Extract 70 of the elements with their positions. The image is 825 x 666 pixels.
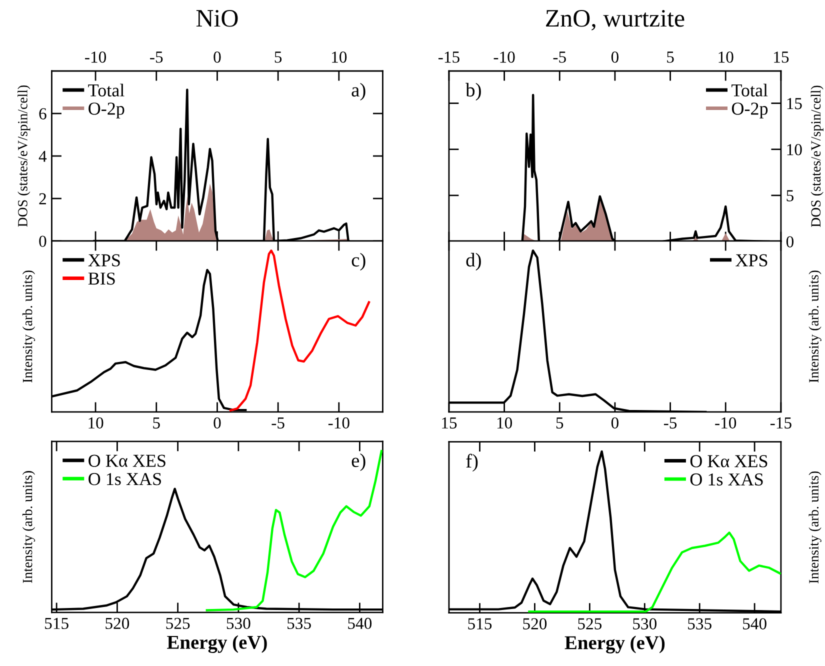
- x-tick-label: 5: [667, 52, 674, 63]
- y-tick-label: 6: [39, 108, 46, 120]
- x-tick-label: 15: [442, 417, 457, 429]
- x-tick-label: 0: [214, 52, 221, 63]
- legend-label: O 1s XAS: [690, 473, 763, 486]
- x-tick-label: 525: [578, 618, 602, 630]
- x-tick-label: 540: [348, 618, 372, 630]
- legend-label: XPS: [88, 254, 120, 266]
- legend-label: O 1s XAS: [88, 473, 161, 486]
- x-tick-label: 5: [556, 418, 564, 429]
- x-tick-label: 10: [718, 52, 734, 63]
- legend-label: Total: [88, 84, 124, 96]
- x-tick-label: 0: [611, 52, 618, 63]
- x-tick-label: 10: [332, 52, 347, 63]
- y-tick-label: 4: [38, 150, 47, 162]
- chart-title: NiO: [196, 10, 238, 27]
- x-tick-label: 5: [153, 418, 160, 429]
- x-tick-label: -10: [715, 417, 736, 429]
- legend-label: O Kα XES: [88, 454, 166, 467]
- x-tick-label: -15: [770, 417, 792, 429]
- y-tick-label: 15: [787, 98, 802, 110]
- x-tick-label: -5: [150, 52, 163, 63]
- x-tick-label: 0: [611, 417, 618, 429]
- x-tick-label: 535: [688, 618, 712, 630]
- x-tick-label: -10: [85, 52, 106, 63]
- x-tick-label: -10: [494, 52, 515, 63]
- x-tick-label: 515: [45, 618, 68, 630]
- annotation: e): [352, 453, 366, 472]
- y-axis-title: Intensity (arb. units): [808, 270, 822, 382]
- annotation: f): [466, 454, 478, 472]
- x-tick-label: 520: [523, 618, 547, 630]
- x-tick-label: 5: [274, 52, 282, 63]
- y-tick-label: 2: [39, 193, 46, 204]
- legend-label: BIS: [88, 272, 115, 285]
- chart-title: ZnO, wurtzite: [546, 10, 684, 30]
- x-tick-label: 515: [468, 618, 492, 630]
- y-tick-label: 0: [39, 236, 46, 247]
- y-axis-title: Intensity (arb. units): [22, 471, 36, 583]
- x-tick-label: 530: [226, 618, 250, 630]
- x-tick-label: 525: [166, 618, 190, 630]
- x-tick-label: -5: [272, 418, 284, 429]
- x-tick-label: 520: [106, 618, 130, 630]
- y-tick-label: 5: [786, 190, 794, 202]
- legend-label: O Kα XES: [690, 455, 768, 468]
- x-tick-label: 540: [743, 618, 766, 630]
- legend-label: Total: [732, 84, 768, 96]
- x-tick-label: 530: [633, 618, 656, 630]
- x-tick-label: 10: [88, 417, 104, 429]
- x-tick-label: 0: [214, 417, 221, 429]
- annotation: c): [352, 252, 366, 271]
- y-tick-label: 10: [787, 144, 802, 156]
- x-tick-label: -5: [664, 418, 677, 429]
- x-tick-label: 10: [497, 417, 512, 429]
- x-axis-title: Energy (eV): [564, 636, 665, 654]
- y-tick-label: 0: [786, 236, 794, 248]
- annotation: d): [466, 252, 481, 271]
- x-tick-label: -10: [328, 417, 350, 429]
- legend-label: O-2p: [732, 102, 768, 118]
- y-axis-title: DOS (states/eV/spin/cell): [18, 85, 30, 227]
- x-axis-title: Energy (eV): [167, 635, 267, 653]
- legend-label: XPS: [736, 254, 768, 266]
- x-tick-label: -15: [438, 52, 460, 63]
- x-tick-label: -5: [553, 52, 566, 63]
- y-axis-title: Intensity (arb. units): [22, 270, 36, 382]
- x-tick-label: 535: [288, 618, 311, 630]
- y-axis-title: DOS (states/eV/spin/cell): [810, 86, 824, 228]
- legend-label: O-2p: [88, 102, 124, 118]
- annotation: b): [466, 82, 481, 101]
- y-axis-title: Intensity (arb. units): [808, 471, 822, 584]
- annotation: a): [352, 82, 366, 101]
